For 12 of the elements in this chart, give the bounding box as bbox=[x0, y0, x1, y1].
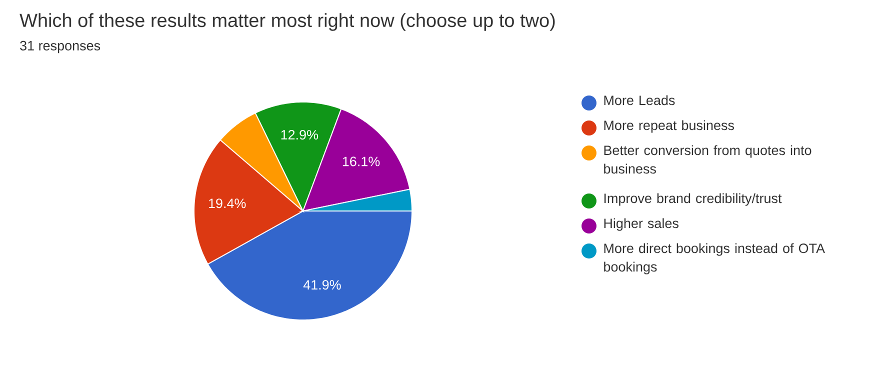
legend-label: More direct bookings instead of OTA bookings bbox=[604, 243, 826, 274]
text: 31 responses bbox=[20, 40, 100, 54]
legend-label: Better conversion from quotes into business bbox=[604, 145, 812, 174]
legend-label: More Leads bbox=[604, 95, 675, 106]
legend-label: Improve brand credibility/trust bbox=[604, 193, 782, 206]
data-label: 19.4% bbox=[208, 198, 246, 208]
legend-label: Higher sales bbox=[604, 218, 678, 231]
data-label: 16.1% bbox=[342, 156, 380, 166]
data-label: 41.9% bbox=[303, 280, 341, 290]
chart-title: Which of these results matter most right now (choose up to two) bbox=[20, 13, 555, 31]
legend-label: More repeat business bbox=[604, 120, 734, 133]
data-label: 12.9% bbox=[281, 130, 318, 140]
